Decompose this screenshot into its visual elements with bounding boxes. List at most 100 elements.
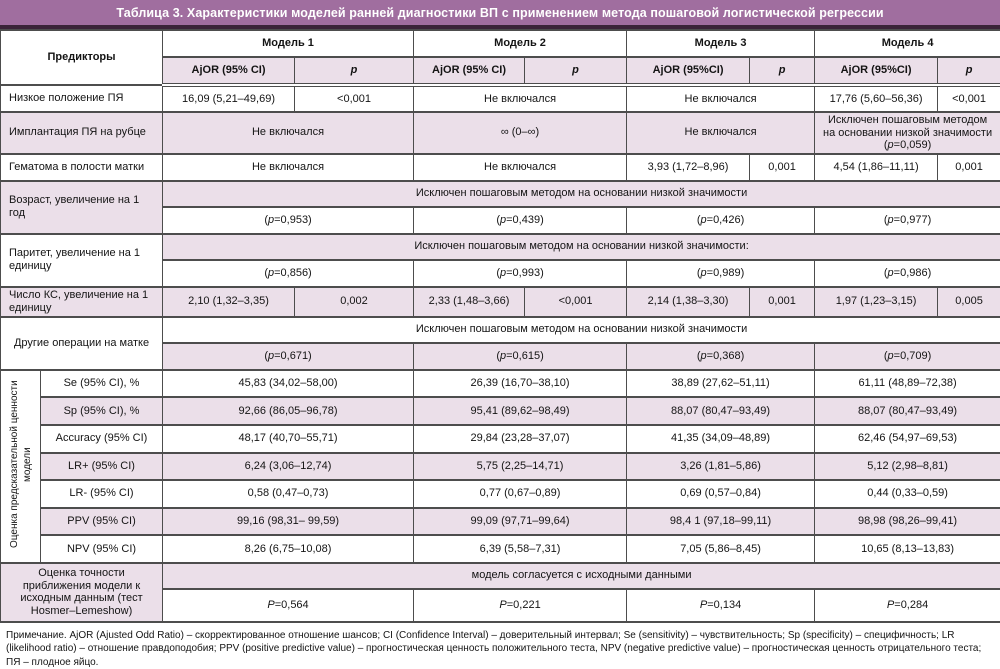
hosmer-band: модель согласуется с исходными данными (163, 563, 1000, 589)
hosmer-label: Оценка точности приближения модели к исх… (1, 563, 163, 622)
metric-m1: 48,17 (40,70–55,71) (163, 425, 414, 453)
metric-name: LR- (95% CI) (41, 480, 163, 508)
predictive-section-label: Оценка предсказательной ценности модели (1, 370, 41, 563)
metric-m2: 95,41 (89,62–98,49) (414, 397, 627, 425)
predictor-label: Возраст, увеличение на 1 год (1, 181, 163, 234)
metric-m4: 10,65 (8,13–13,83) (815, 535, 1000, 563)
metric-m2: 5,75 (2,25–14,71) (414, 453, 627, 481)
model-2-header: Модель 2 (414, 30, 627, 57)
p-cell-m2: (p=0,615) (414, 343, 627, 370)
row-sp: Sp (95% CI), % 92,66 (86,05–96,78) 95,41… (1, 397, 1000, 425)
predictors-header: Предикторы (1, 30, 163, 85)
metric-name: Se (95% CI), % (41, 370, 163, 398)
p-cell-m3: P=0,134 (627, 589, 815, 622)
row-other-surgeries-band: Другие операции на матке Исключен пошаго… (1, 317, 1000, 343)
metric-m3: 41,35 (34,09–48,89) (627, 425, 815, 453)
header-row-models: Предикторы Модель 1 Модель 2 Модель 3 Мо… (1, 30, 1000, 57)
row-parity-band: Паритет, увеличение на 1 единицу Исключе… (1, 234, 1000, 260)
row-hematoma: Гематома в полости матки Не включался Не… (1, 154, 1000, 181)
cell-m1-ajor: 16,09 (5,21–49,69) (163, 85, 295, 112)
table-title: Таблица 3. Характеристики моделей ранней… (0, 0, 1000, 29)
predictor-label: Имплантация ПЯ на рубце (1, 112, 163, 154)
p-cell-m4: P=0,284 (815, 589, 1000, 622)
metric-m3: 98,4 1 (97,18–99,11) (627, 508, 815, 536)
p-cell-m1: (p=0,671) (163, 343, 414, 370)
predictor-label: Паритет, увеличение на 1 единицу (1, 234, 163, 287)
m3-p-header: p (750, 57, 815, 85)
metric-m2: 26,39 (16,70–38,10) (414, 370, 627, 398)
cell-m4-ajor: 17,76 (5,60–56,36) (815, 85, 938, 112)
predictor-label: Число КС, увеличение на 1 единицу (1, 287, 163, 317)
excluded-band: Исключен пошаговым методом на основании … (163, 181, 1000, 207)
row-cs-count: Число КС, увеличение на 1 единицу 2,10 (… (1, 287, 1000, 317)
m2-p-header: p (525, 57, 627, 85)
row-age-band: Возраст, увеличение на 1 год Исключен по… (1, 181, 1000, 207)
regression-models-table: Предикторы Модель 1 Модель 2 Модель 3 Мо… (0, 29, 1000, 623)
p-cell-m1: P=0,564 (163, 589, 414, 622)
p-cell-m2: (p=0,439) (414, 207, 627, 234)
p-cell-m2: (p=0,993) (414, 260, 627, 287)
row-accuracy: Accuracy (95% CI) 48,17 (40,70–55,71) 29… (1, 425, 1000, 453)
metric-m1: 45,83 (34,02–58,00) (163, 370, 414, 398)
p-cell-m4: (p=0,986) (815, 260, 1000, 287)
metric-m3: 88,07 (80,47–93,49) (627, 397, 815, 425)
m1-p-header: p (295, 57, 414, 85)
metric-m2: 6,39 (5,58–7,31) (414, 535, 627, 563)
predictor-label: Низкое положение ПЯ (1, 85, 163, 112)
cell-m2: Не включался (414, 85, 627, 112)
model-3-header: Модель 3 (627, 30, 815, 57)
metric-m2: 29,84 (23,28–37,07) (414, 425, 627, 453)
footnote: Примечание. AjOR (Ajusted Odd Ratio) – с… (0, 623, 1000, 669)
predictor-label: Другие операции на матке (1, 317, 163, 370)
cell-m3: Не включался (627, 85, 815, 112)
predictive-section-label-text: Оценка предсказательной ценности модели (8, 373, 34, 556)
metric-m1: 92,66 (86,05–96,78) (163, 397, 414, 425)
row-lr-plus: LR+ (95% CI) 6,24 (3,06–12,74) 5,75 (2,2… (1, 453, 1000, 481)
cell-m4-ajor: 4,54 (1,86–11,11) (815, 154, 938, 181)
metric-m1: 8,26 (6,75–10,08) (163, 535, 414, 563)
metric-name: Sp (95% CI), % (41, 397, 163, 425)
cell-m1-p: <0,001 (295, 85, 414, 112)
p-cell-m3: (p=0,368) (627, 343, 815, 370)
metric-m4: 88,07 (80,47–93,49) (815, 397, 1000, 425)
p-cell-m1: (p=0,856) (163, 260, 414, 287)
metric-m1: 99,16 (98,31– 99,59) (163, 508, 414, 536)
row-ppv: PPV (95% CI) 99,16 (98,31– 99,59) 99,09 … (1, 508, 1000, 536)
cell-m4-p: 0,001 (938, 154, 1000, 181)
cell-m2-p: <0,001 (525, 287, 627, 317)
row-implantation: Имплантация ПЯ на рубце Не включался ∞ (… (1, 112, 1000, 154)
cell-m1-ajor: 2,10 (1,32–3,35) (163, 287, 295, 317)
cell-m4: Исключен пошаговым методом на основании … (815, 112, 1000, 154)
metric-name: Accuracy (95% CI) (41, 425, 163, 453)
metric-m1: 6,24 (3,06–12,74) (163, 453, 414, 481)
row-se: Оценка предсказательной ценности модели … (1, 370, 1000, 398)
metric-m4: 5,12 (2,98–8,81) (815, 453, 1000, 481)
metric-m4: 98,98 (98,26–99,41) (815, 508, 1000, 536)
cell-m2-ajor: 2,33 (1,48–3,66) (414, 287, 525, 317)
m1-ajor-header: AjOR (95% CI) (163, 57, 295, 85)
cell-m3: Не включался (627, 112, 815, 154)
cell-m4-p: 0,005 (938, 287, 1000, 317)
cell-m1: Не включался (163, 112, 414, 154)
predictor-label: Гематома в полости матки (1, 154, 163, 181)
row-low-position: Низкое положение ПЯ 16,09 (5,21–49,69) <… (1, 85, 1000, 112)
p-cell-m2: P=0,221 (414, 589, 627, 622)
metric-m3: 7,05 (5,86–8,45) (627, 535, 815, 563)
excluded-band: Исключен пошаговым методом на основании … (163, 234, 1000, 260)
metric-m2: 99,09 (97,71–99,64) (414, 508, 627, 536)
cell-m3-p: 0,001 (750, 154, 815, 181)
cell-m1: Не включался (163, 154, 414, 181)
metric-name: NPV (95% CI) (41, 535, 163, 563)
model-4-header: Модель 4 (815, 30, 1000, 57)
p-cell-m4: (p=0,709) (815, 343, 1000, 370)
row-npv: NPV (95% CI) 8,26 (6,75–10,08) 6,39 (5,5… (1, 535, 1000, 563)
row-hosmer-band: Оценка точности приближения модели к исх… (1, 563, 1000, 589)
cell-m2: ∞ (0–∞) (414, 112, 627, 154)
cell-m3-ajor: 3,93 (1,72–8,96) (627, 154, 750, 181)
metric-m4: 62,46 (54,97–69,53) (815, 425, 1000, 453)
excluded-band: Исключен пошаговым методом на основании … (163, 317, 1000, 343)
p-cell-m4: (p=0,977) (815, 207, 1000, 234)
metric-m3: 0,69 (0,57–0,84) (627, 480, 815, 508)
p-cell-m3: (p=0,426) (627, 207, 815, 234)
m2-ajor-header: AjOR (95% CI) (414, 57, 525, 85)
